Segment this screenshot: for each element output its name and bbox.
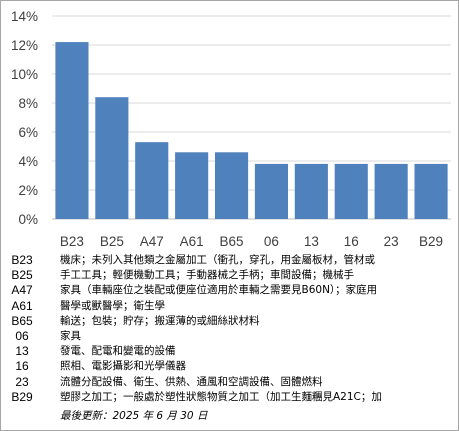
legend-code: B65 [11,313,33,328]
bar-B23 [55,42,89,219]
bar-16 [334,163,368,219]
bar-A47 [135,142,169,219]
legend-description: 家具（車輛座位之裝配或便座位適用於車輛之需要見B60N）；家庭用 [60,284,378,297]
legend-row: B25 手工工具；輕便機動工具；手動器械之手柄；車間設備；機械手 [0,268,459,283]
bar-B65 [214,152,249,219]
x-tick-label: B25 [100,234,124,249]
y-tick-label: 10% [11,67,38,82]
legend-code: B23 [11,253,33,267]
x-tick-label: 06 [264,234,279,249]
legend-code: A61 [11,298,33,313]
y-tick-label: 6% [18,125,38,140]
bar-13 [294,163,328,219]
legend-description: 醫學或獸醫學；衛生學 [60,299,165,312]
y-tick-label: 4% [18,154,38,169]
x-tick-label: 23 [384,234,399,249]
y-tick-label: 12% [11,38,38,53]
legend-code: 23 [15,374,29,389]
y-tick-label: 8% [18,96,38,111]
footnote-last-updated: 最後更新：2025 年 6 月 30 日 [60,410,208,422]
x-tick-label: B29 [419,234,443,249]
legend-row: B29 塑膠之加工；一般處於塑性狀態物質之加工（加工生麵糰見A21C；加 [0,390,459,405]
legend-code: 06 [15,329,29,343]
legend-row: 06 家具 [0,329,459,344]
bar-23 [374,163,408,219]
x-tick-label: A61 [180,234,204,249]
legend-code: 16 [15,359,29,374]
bar-B29 [414,163,448,219]
bar-06 [254,163,289,219]
legend-row: 23 流體分配設備、衛生、供熱、通風和空調設備、固體燃料 [0,375,459,390]
x-tick-label: B65 [220,234,244,249]
legend-code: A47 [11,283,33,298]
legend-description: 家具 [60,330,81,342]
x-tick-label: B23 [60,234,84,249]
legend-description: 手工工具；輕便機動工具；手動器械之手柄；車間設備；機械手 [60,269,354,282]
legend-row: B23 機床；未列入其他類之金屬加工（衝孔，穿孔，用金屬板材，管材或 [0,253,459,268]
legend-row: A47 家具（車輛座位之裝配或便座位適用於車輛之需要見B60N）；家庭用 [0,283,459,298]
legend-row: 13 發電、配電和變電的設備 [0,344,459,359]
legend-code: B29 [11,389,33,404]
legend-description: 流體分配設備、衛生、供熱、通風和空調設備、固體燃料 [60,375,323,388]
bar-B25 [95,97,129,219]
legend-row: A61 醫學或獸醫學；衛生學 [0,299,459,314]
legend-description: 機床；未列入其他類之金屬加工（衝孔，穿孔，用金屬板材，管材或 [60,254,375,266]
legend-description: 照相、電影攝影和光學儀器 [60,360,186,373]
legend-code: B25 [11,268,33,283]
y-tick-label: 2% [18,183,38,198]
bar-chart: 0% 2% 4% 6% 8% 10% 12% 14% B23 B25 A47 A61 B65 06 13 1… [11,9,451,249]
x-tick-label: 13 [304,234,319,249]
x-tick-label: 16 [344,234,359,249]
x-tick-label: A47 [140,234,164,249]
legend-row: B65 輸送；包裝；貯存；搬運薄的或細絲狀材料 [0,314,459,329]
legend-description: 塑膠之加工；一般處於塑性狀態物質之加工（加工生麵糰見A21C；加 [60,390,382,403]
bar-A61 [175,152,209,219]
legend-description: 發電、配電和變電的設備 [60,345,176,358]
legend-row: 16 照相、電影攝影和光學儀器 [0,359,459,374]
legend-code: 13 [15,344,29,359]
y-tick-label: 0% [18,212,38,227]
legend-description: 輸送；包裝；貯存；搬運薄的或細絲狀材料 [60,314,260,327]
y-tick-label: 14% [11,9,38,24]
